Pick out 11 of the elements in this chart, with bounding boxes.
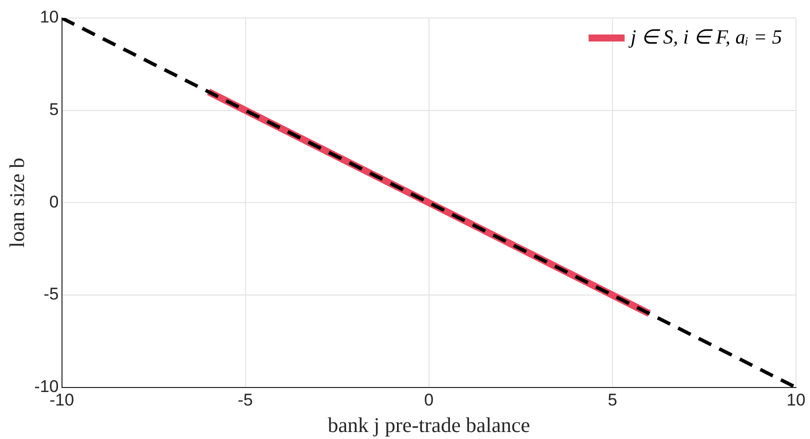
y-tick-label: 10: [40, 8, 59, 27]
x-tick-label: 10: [786, 390, 806, 410]
x-tick-label: 5: [608, 390, 618, 410]
y-tick-label: 0: [49, 192, 59, 212]
x-axis-title: bank j pre-trade balance: [328, 412, 530, 437]
x-tick-label: -5: [238, 390, 253, 410]
legend-label: j ∈ S, i ∈ F, aᵢ = 5: [628, 26, 782, 48]
y-axis-title: loan size b: [5, 158, 30, 248]
x-tick-label: 0: [424, 390, 434, 410]
y-tick-label: -5: [44, 284, 59, 304]
y-tick-label: 5: [49, 100, 59, 120]
